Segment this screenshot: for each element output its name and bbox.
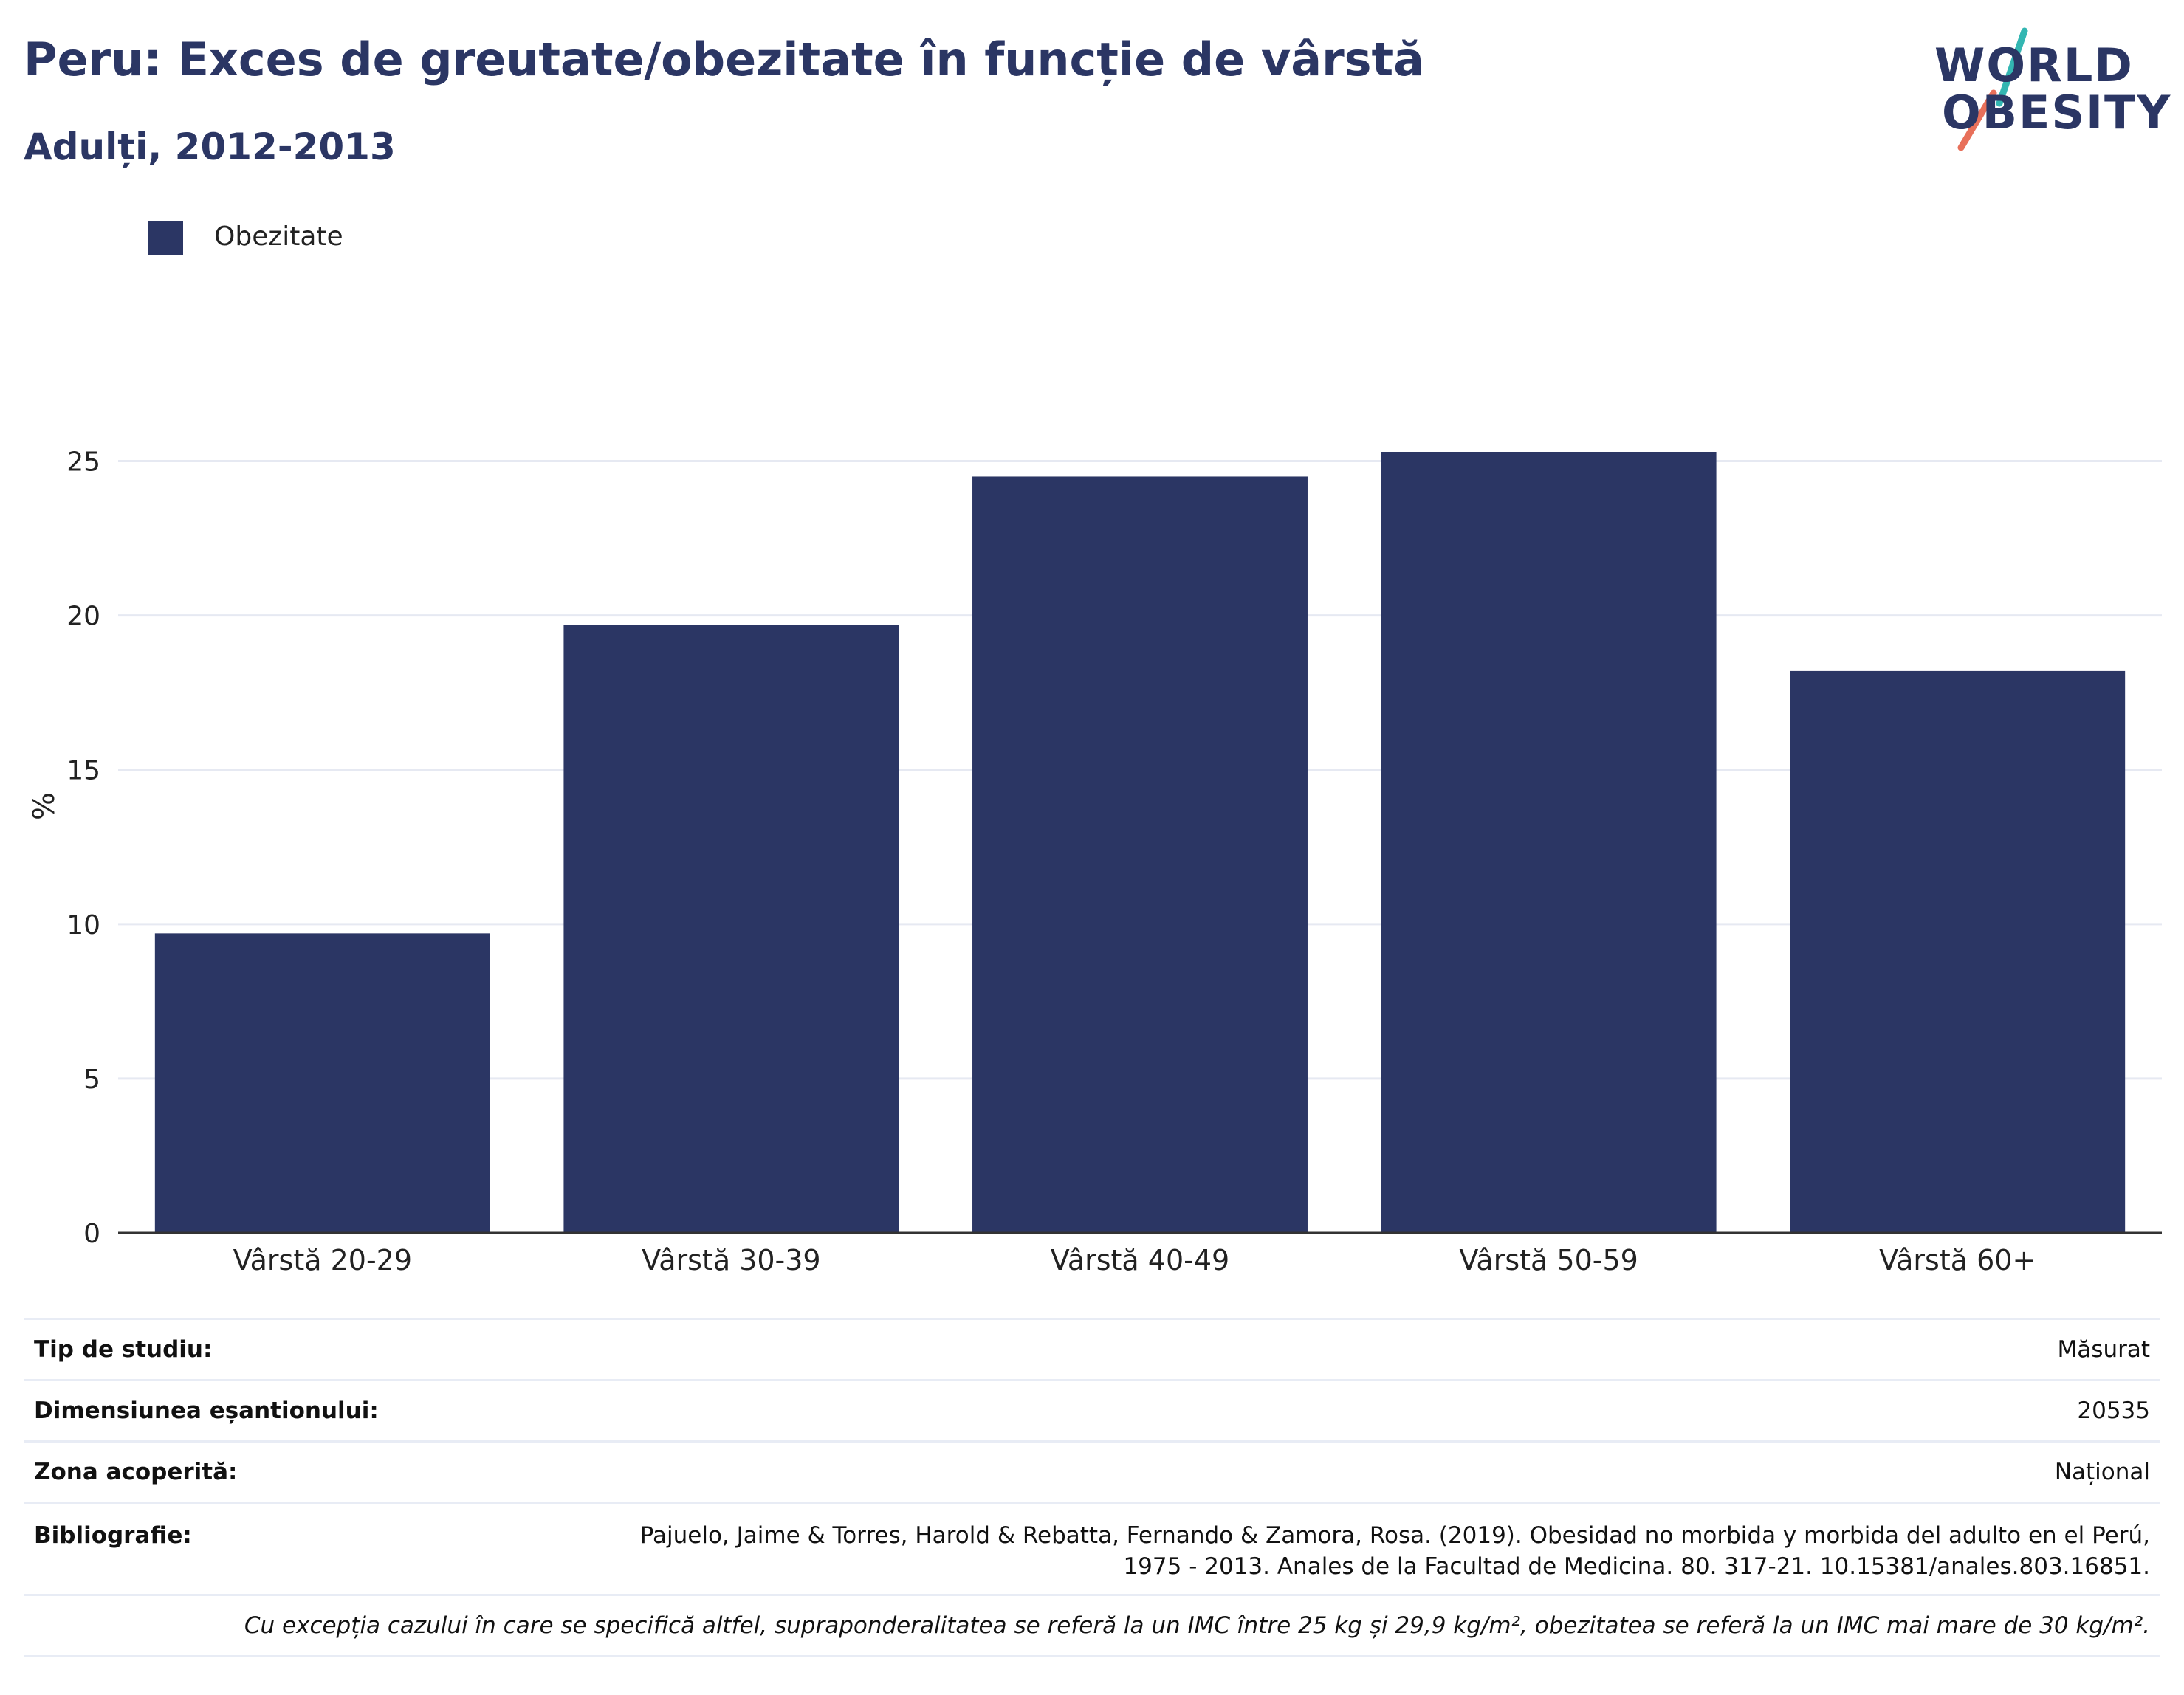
bibliography-line-1: Pajuelo, Jaime & Torres, Harold & Rebatt… — [639, 1522, 2150, 1549]
bibliography-label: Bibliografie: — [24, 1502, 436, 1595]
logo-word-world: WORLD — [1934, 38, 2134, 92]
x-tick-label: Vârstă 50-59 — [1459, 1244, 1638, 1276]
study-info-table: Tip de studiu: Măsurat Dimensiunea eșant… — [24, 1318, 2160, 1657]
info-row-coverage: Zona acoperită: Național — [24, 1440, 2160, 1503]
y-tick-label: 5 — [83, 1065, 100, 1095]
info-row-study-type: Tip de studiu: Măsurat — [24, 1318, 2160, 1381]
y-tick-label: 25 — [66, 447, 100, 478]
study-type-value: Măsurat — [435, 1318, 2160, 1381]
bibliography-value: Pajuelo, Jaime & Torres, Harold & Rebatt… — [435, 1502, 2160, 1595]
bar — [154, 933, 490, 1233]
coverage-label: Zona acoperită: — [24, 1440, 436, 1503]
y-tick-label: 15 — [66, 756, 100, 786]
coverage-value: Național — [435, 1440, 2160, 1503]
logo-slash-icon — [1957, 27, 2028, 151]
world-obesity-logo: WORLD OBESITY — [1920, 22, 2171, 155]
sample-size-value: 20535 — [435, 1379, 2160, 1442]
x-tick-label: Vârstă 60+ — [1879, 1244, 2036, 1276]
x-tick-label: Vârstă 20-29 — [233, 1244, 412, 1276]
legend-swatch-obezitate — [148, 221, 183, 255]
bar — [1790, 670, 2126, 1233]
bar-chart: 0 5 10 15 20 25 Vârstă 20-29 Vârstă 30-39 Vârstă… — [66, 447, 2162, 1276]
info-row-sample-size: Dimensiunea eșantionului: 20535 — [24, 1379, 2160, 1442]
y-tick-label: 20 — [66, 602, 100, 632]
x-tick-label: Vârstă 30-39 — [642, 1244, 820, 1276]
bar — [1381, 452, 1717, 1233]
chart-subtitle: Adulți, 2012-2013 — [24, 126, 396, 168]
legend-label-obezitate: Obezitate — [214, 221, 343, 252]
footnote: Cu excepția cazului în care se specifică… — [24, 1594, 2160, 1657]
study-type-label: Tip de studiu: — [24, 1318, 436, 1381]
bar — [972, 476, 1308, 1233]
x-tick-label: Vârstă 40-49 — [1051, 1244, 1229, 1276]
chart-title: Peru: Exces de greutate/obezitate în fun… — [24, 32, 1425, 86]
y-tick-label: 10 — [66, 910, 100, 941]
logo-word-obesity: OBESITY — [1942, 86, 2172, 140]
y-tick-label: 0 — [83, 1219, 100, 1249]
bibliography-line-2: 1975 - 2013. Anales de la Facultad de Me… — [1123, 1553, 2150, 1580]
bar — [563, 625, 899, 1233]
info-row-footnote: Cu excepția cazului în care se specifică… — [24, 1594, 2160, 1657]
info-row-bibliography: Bibliografie: Pajuelo, Jaime & Torres, H… — [24, 1502, 2160, 1595]
sample-size-label: Dimensiunea eșantionului: — [24, 1379, 436, 1442]
